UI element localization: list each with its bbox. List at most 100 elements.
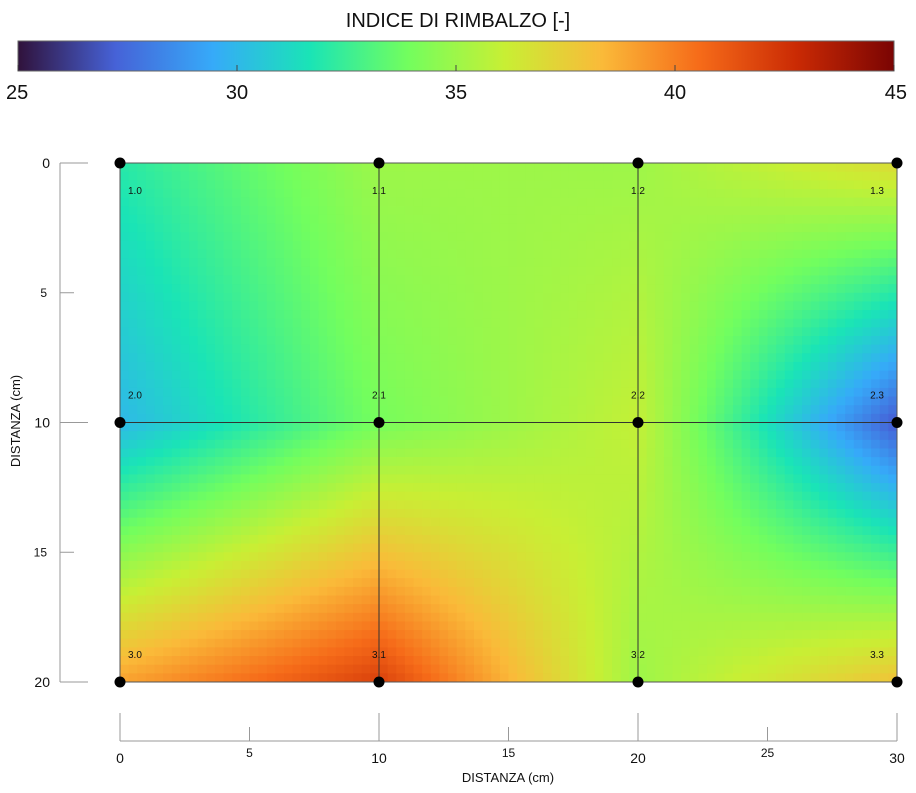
heatmap-cell	[473, 249, 484, 259]
heatmap-cell	[586, 163, 596, 173]
heatmap-cell	[724, 171, 734, 181]
heatmap-cell	[275, 206, 285, 216]
heatmap-cell	[284, 500, 294, 510]
heatmap-cell	[422, 647, 432, 657]
heatmap-cell	[560, 249, 570, 259]
heatmap-cell	[577, 491, 587, 501]
heatmap-cell	[309, 284, 320, 294]
heatmap-cell	[232, 258, 242, 268]
heatmap-cell	[810, 647, 820, 657]
heatmap-cell	[206, 405, 216, 415]
heatmap-cell	[465, 292, 475, 302]
heatmap-cell	[232, 534, 242, 545]
heatmap-cell	[266, 526, 276, 536]
heatmap-cell	[422, 266, 432, 277]
heatmap-cell	[292, 275, 302, 285]
heatmap-cell	[361, 214, 371, 225]
heatmap-cell	[266, 249, 276, 259]
heatmap-cell	[430, 240, 441, 251]
heatmap-cell	[827, 439, 838, 450]
heatmap-cell	[758, 301, 769, 311]
heatmap-cell	[689, 534, 700, 545]
heatmap-cell	[473, 474, 484, 484]
heatmap-cell	[327, 509, 337, 519]
heatmap-cell	[128, 595, 138, 605]
heatmap-cell	[724, 560, 734, 571]
heatmap-cell	[741, 266, 751, 277]
heatmap-cell	[223, 457, 233, 467]
heatmap-cell	[249, 621, 259, 631]
heatmap-cell	[517, 439, 527, 450]
heatmap-cell	[335, 439, 346, 450]
heatmap-cell	[171, 284, 182, 294]
heatmap-cell	[327, 413, 337, 424]
heatmap-cell	[819, 647, 829, 657]
heatmap-cell	[266, 638, 276, 648]
heatmap-cell	[724, 431, 734, 441]
heatmap-cell	[819, 223, 829, 233]
heatmap-cell	[327, 526, 337, 536]
heatmap-cell	[534, 223, 544, 233]
heatmap-cell	[672, 284, 682, 294]
heatmap-cell	[275, 483, 285, 493]
heatmap-cell	[663, 387, 674, 398]
heatmap-cell	[430, 604, 441, 614]
heatmap-cell	[163, 361, 173, 372]
heatmap-cell	[128, 197, 138, 207]
heatmap-cell	[344, 318, 354, 328]
heatmap-cell	[594, 413, 605, 424]
heatmap-cell	[430, 223, 441, 233]
heatmap-cell	[594, 232, 605, 242]
heatmap-cell	[594, 422, 605, 432]
heatmap-cell	[689, 284, 700, 294]
heatmap-cell	[586, 275, 596, 285]
heatmap-cell	[491, 197, 501, 207]
heatmap-cell	[568, 500, 579, 510]
heatmap-cell	[240, 301, 251, 311]
heatmap-cell	[335, 569, 346, 579]
heatmap-cell	[232, 465, 242, 475]
heatmap-cell	[681, 327, 691, 337]
heatmap-cell	[284, 188, 294, 199]
heatmap-cell	[491, 534, 501, 545]
heatmap-cell	[672, 310, 682, 320]
heatmap-cell	[655, 457, 665, 467]
heatmap-cell	[776, 630, 786, 640]
heatmap-cell	[560, 344, 570, 354]
heatmap-cell	[508, 612, 518, 623]
heatmap-cell	[767, 197, 777, 207]
heatmap-cell	[318, 232, 328, 242]
heatmap-cell	[309, 301, 320, 311]
heatmap-cell	[724, 448, 734, 458]
heatmap-cell	[819, 353, 829, 363]
heatmap-cell	[732, 310, 743, 320]
heatmap-cell	[551, 240, 561, 251]
heatmap-cell	[344, 500, 354, 510]
heatmap-cell	[681, 673, 691, 682]
heatmap-cell	[327, 258, 337, 268]
heatmap-cell	[266, 327, 276, 337]
heatmap-cell	[810, 509, 820, 519]
heatmap-cell	[361, 284, 371, 294]
heatmap-cell	[776, 336, 786, 346]
heatmap-cell	[189, 370, 199, 380]
heatmap-cell	[465, 240, 475, 251]
heatmap-cell	[456, 405, 466, 415]
heatmap-cell	[413, 621, 423, 631]
heatmap-cell	[543, 422, 553, 432]
heatmap-cell	[603, 387, 613, 398]
heatmap-cell	[560, 405, 570, 415]
heatmap-cell	[120, 310, 130, 320]
heatmap-cell	[603, 258, 613, 268]
heatmap-cell	[482, 422, 492, 432]
heatmap-cell	[232, 586, 242, 597]
heatmap-cell	[560, 656, 570, 666]
heatmap-cell	[284, 509, 294, 519]
heatmap-cell	[422, 258, 432, 268]
heatmap-cell	[189, 534, 199, 545]
heatmap-cell	[465, 656, 475, 666]
heatmap-cell	[370, 474, 380, 484]
heatmap-cell	[776, 396, 786, 406]
heatmap-cell	[154, 258, 164, 268]
heatmap-cell	[344, 664, 354, 674]
